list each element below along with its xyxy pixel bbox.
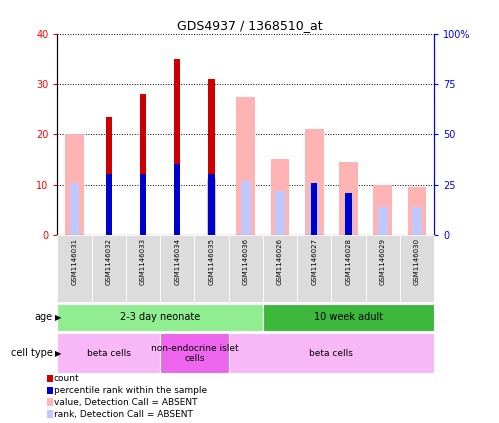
Bar <box>270 159 289 235</box>
Bar <box>174 165 180 235</box>
Text: GSM1146031: GSM1146031 <box>71 238 77 285</box>
Bar <box>305 129 324 235</box>
Bar <box>160 333 229 373</box>
Bar <box>209 174 215 235</box>
Bar <box>106 174 112 235</box>
Text: ▶: ▶ <box>55 313 61 322</box>
Text: ▶: ▶ <box>55 349 61 358</box>
Bar <box>229 333 434 373</box>
Bar <box>263 304 434 331</box>
Text: 2-3 day neonate: 2-3 day neonate <box>120 312 200 322</box>
Bar <box>57 333 160 373</box>
Bar <box>57 235 92 302</box>
Text: GDS4937 / 1368510_at: GDS4937 / 1368510_at <box>177 19 322 32</box>
Text: cell type: cell type <box>10 348 52 358</box>
Bar <box>195 235 229 302</box>
Text: beta cells: beta cells <box>87 349 131 358</box>
Bar <box>373 184 392 235</box>
Text: non-endocrine islet
cells: non-endocrine islet cells <box>151 343 238 363</box>
Bar <box>237 96 255 235</box>
Bar <box>345 192 352 235</box>
Bar <box>106 117 112 235</box>
Bar <box>331 235 366 302</box>
Text: percentile rank within the sample: percentile rank within the sample <box>54 386 207 395</box>
Bar <box>92 235 126 302</box>
Text: rank, Detection Call = ABSENT: rank, Detection Call = ABSENT <box>54 409 193 419</box>
Text: GSM1146032: GSM1146032 <box>106 238 112 285</box>
Text: GSM1146028: GSM1146028 <box>345 238 351 285</box>
Text: GSM1146030: GSM1146030 <box>414 238 420 285</box>
Text: GSM1146026: GSM1146026 <box>277 238 283 285</box>
Bar <box>70 183 79 235</box>
Bar <box>57 304 263 331</box>
Bar <box>229 235 263 302</box>
Bar <box>241 181 250 235</box>
Bar <box>400 235 434 302</box>
Text: age: age <box>34 312 52 322</box>
Bar <box>412 206 422 235</box>
Bar <box>366 235 400 302</box>
Bar <box>126 235 160 302</box>
Bar <box>263 235 297 302</box>
Text: 10 week adult: 10 week adult <box>314 312 383 322</box>
Bar <box>311 183 317 235</box>
Bar <box>140 94 146 235</box>
Text: beta cells: beta cells <box>309 349 353 358</box>
Bar <box>344 195 353 235</box>
Bar <box>209 79 215 235</box>
Text: GSM1146033: GSM1146033 <box>140 238 146 285</box>
Bar <box>275 190 285 235</box>
Bar <box>65 135 84 235</box>
Bar <box>309 183 319 235</box>
Bar <box>207 179 216 235</box>
Bar <box>339 162 358 235</box>
Text: GSM1146036: GSM1146036 <box>243 238 249 285</box>
Bar <box>378 206 388 235</box>
Bar <box>408 187 427 235</box>
Text: GSM1146027: GSM1146027 <box>311 238 317 285</box>
Text: GSM1146035: GSM1146035 <box>209 238 215 285</box>
Bar <box>160 235 195 302</box>
Text: GSM1146029: GSM1146029 <box>380 238 386 285</box>
Bar <box>174 59 180 235</box>
Bar <box>297 235 331 302</box>
Bar <box>140 174 146 235</box>
Text: count: count <box>54 374 79 383</box>
Text: value, Detection Call = ABSENT: value, Detection Call = ABSENT <box>54 398 197 407</box>
Text: GSM1146034: GSM1146034 <box>174 238 180 285</box>
